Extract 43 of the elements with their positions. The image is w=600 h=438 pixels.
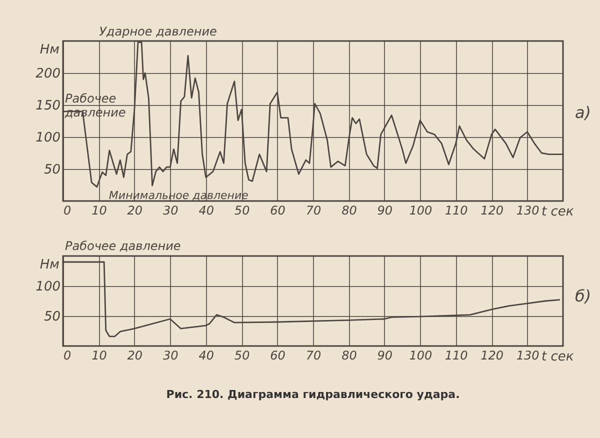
x-tick-label: 30 bbox=[163, 204, 179, 218]
annotation: Рабочее давление bbox=[65, 239, 181, 253]
x-tick-label: 100 bbox=[409, 204, 432, 218]
x-tick-label: 90 bbox=[377, 348, 393, 362]
x-tick-label: 130 bbox=[516, 204, 540, 218]
x-tick-label: 90 bbox=[377, 204, 393, 218]
text: Рис. 210. Диаграмма гидравлического удара. bbox=[166, 388, 460, 401]
x-tick-label: 10 bbox=[92, 348, 108, 362]
x-tick-label: 0 bbox=[64, 348, 72, 362]
annotation: Ударное давление bbox=[99, 24, 217, 38]
x-tick-label: 40 bbox=[198, 204, 214, 218]
x-tick-label: 60 bbox=[270, 204, 286, 218]
x-tick-label: 10 bbox=[92, 204, 108, 218]
x-tick-label: 40 bbox=[198, 348, 214, 362]
x-tick-label: 100 bbox=[409, 348, 432, 362]
y-tick-label: 150 bbox=[36, 98, 60, 114]
x-tick-label: 110 bbox=[444, 204, 468, 218]
x-tick-label: 110 bbox=[444, 348, 468, 362]
x-tick-label: 80 bbox=[342, 204, 358, 218]
y-axis-title: Нм bbox=[40, 258, 60, 272]
x-axis-title: t сек bbox=[542, 204, 574, 220]
x-tick-label: 130 bbox=[516, 348, 540, 362]
y-tick-label: 100 bbox=[36, 280, 60, 294]
x-tick-label: 20 bbox=[127, 204, 143, 218]
y-axis-title: Нм bbox=[40, 42, 60, 58]
x-tick-label: 50 bbox=[234, 204, 250, 218]
text: а) bbox=[575, 103, 592, 122]
x-tick-label: 80 bbox=[342, 348, 358, 362]
x-tick-label: 70 bbox=[306, 348, 322, 362]
y-tick-label: 50 bbox=[44, 310, 60, 324]
x-tick-label: 120 bbox=[480, 204, 504, 218]
y-tick-label: 50 bbox=[44, 162, 60, 178]
text: б) bbox=[575, 286, 592, 306]
y-tick-label: 100 bbox=[36, 130, 60, 146]
x-tick-label: 0 bbox=[64, 204, 72, 218]
x-axis-title: t сек bbox=[542, 350, 574, 364]
x-tick-label: 70 bbox=[306, 204, 322, 218]
x-tick-label: 30 bbox=[163, 348, 179, 362]
x-tick-label: 20 bbox=[127, 348, 143, 362]
x-tick-label: 120 bbox=[480, 348, 504, 362]
x-tick-label: 50 bbox=[234, 348, 250, 362]
y-tick-label: 200 bbox=[36, 66, 60, 82]
x-tick-label: 60 bbox=[270, 348, 286, 362]
